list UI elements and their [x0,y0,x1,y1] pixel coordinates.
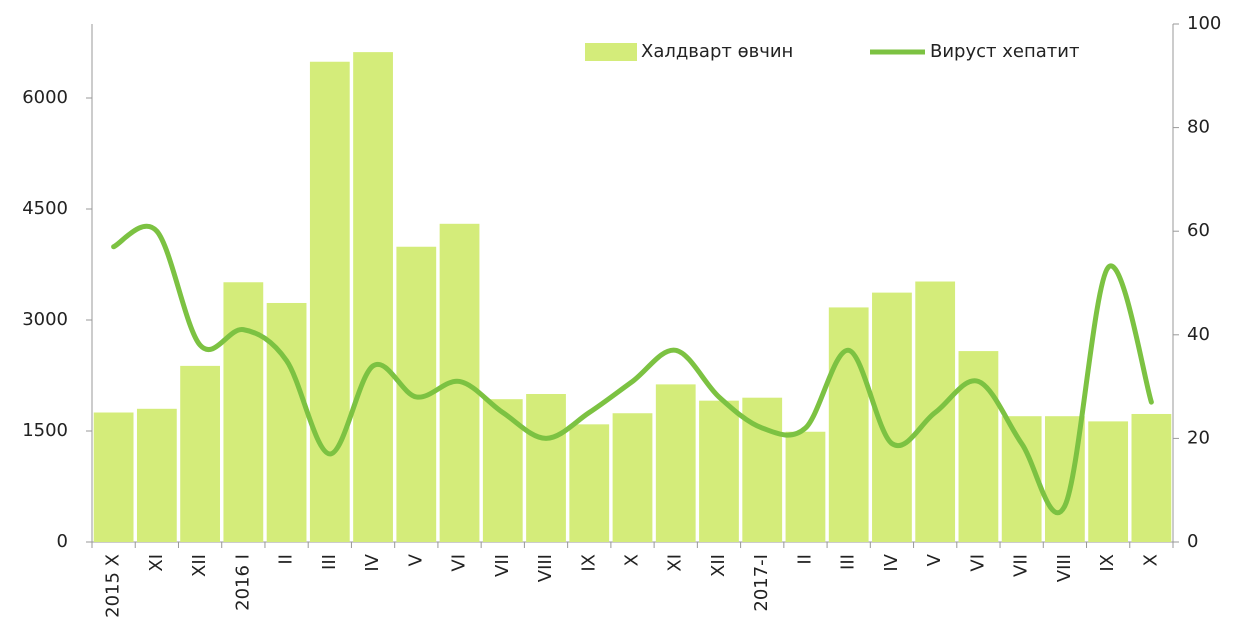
x-tick-label: XII [708,554,729,577]
bar [828,307,869,542]
x-tick-label: 2016 I [232,554,253,611]
line [111,223,1154,516]
y2-tick-label: 60 [1187,220,1210,241]
x-tick-label: 2015 X [103,554,124,618]
bar [655,384,696,542]
x-tick-label: XI [665,554,686,572]
y-tick-label: 0 [57,531,68,552]
bar [526,394,566,542]
x-tick-label: V [924,553,945,566]
legend-swatch [585,43,637,61]
x-tick-label: VIII [1054,554,1075,582]
bar [309,61,350,543]
bar [223,282,264,542]
bar [136,408,177,542]
bar [93,412,134,542]
x-tick-label: III [838,554,859,570]
x-tick-label: IV [362,553,383,571]
x-tick-label: V [405,553,426,566]
x-tick-label: X [1140,554,1161,566]
y-tick-label: 6000 [22,87,68,108]
x-tick-label: XII [189,554,210,577]
y-tick-label: 4500 [22,198,68,219]
y2-tick-label: 100 [1187,13,1221,34]
bar [180,365,220,542]
x-tick-label: 2017-I [751,554,772,612]
x-tick-label: VII [492,554,513,577]
bar [612,413,653,542]
x-tick-label: VI [967,554,988,572]
x-tick-label: X [622,554,643,566]
x-tick-label: VI [449,554,470,572]
bar [266,302,307,542]
legend-label: Вируст хепатит [930,41,1079,62]
x-tick-label: VII [1011,554,1032,577]
y2-tick-label: 20 [1187,427,1210,448]
bar [1131,413,1172,542]
x-tick-label: IV [881,553,902,571]
bar [1088,421,1129,542]
x-tick-label: VIII [535,554,556,582]
bar [699,400,739,542]
y2-tick-label: 40 [1187,324,1210,345]
bar [569,424,610,542]
bar [353,52,393,543]
bar [785,431,826,542]
x-tick-label: IX [1097,554,1118,572]
legend-label: Халдварт өвчин [641,41,793,62]
y-tick-label: 3000 [22,309,68,330]
x-tick-label: II [276,554,297,565]
y-tick-label: 1500 [22,420,68,441]
x-tick-label: XI [146,554,167,572]
x-tick-label: II [794,554,815,565]
x-tick-label: IX [578,554,599,572]
x-tick-label: III [319,554,340,570]
y2-tick-label: 0 [1187,531,1198,552]
y2-tick-label: 80 [1187,117,1210,138]
